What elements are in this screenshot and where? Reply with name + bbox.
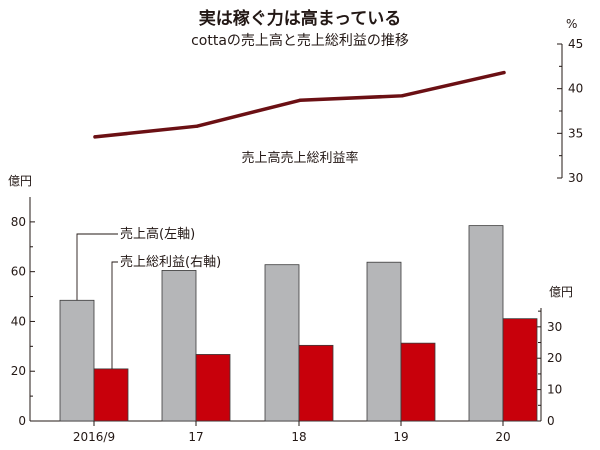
right-axis-unit: 億円	[549, 285, 573, 299]
right-axis-tick-label: 30	[547, 320, 562, 334]
revenue-bar	[161, 270, 197, 422]
left-axis-tick-label: 60	[11, 265, 26, 279]
margin-axis-tick-label: 30	[568, 171, 583, 185]
revenue-series-label: 売上高(左軸)	[120, 226, 195, 242]
revenue-callout-leader	[76, 233, 118, 301]
margin-data-point	[298, 98, 302, 102]
left-axis-tick-label: 20	[11, 364, 26, 378]
margin-axis-tick-label: 45	[568, 37, 583, 51]
margin-axis-tick-label: 40	[568, 82, 583, 96]
margin-axis-tick-label: 35	[568, 126, 583, 140]
left-axis-tick-label: 80	[11, 215, 26, 229]
margin-series-label: 売上高売上総利益率	[241, 150, 358, 166]
chart-title: 実は稼ぐ力は高まっている	[199, 8, 401, 29]
x-axis-tick-label: 20	[495, 430, 510, 444]
right-axis-tick-label: 0	[547, 414, 555, 428]
x-axis-tick-label: 2016/9	[73, 430, 115, 444]
margin-data-point	[93, 135, 97, 139]
margin-series-line	[93, 70, 506, 139]
gross-profit-bar	[400, 342, 436, 422]
gross-profit-bar	[502, 318, 538, 422]
x-axis-tick-label: 18	[291, 430, 306, 444]
revenue-bar	[264, 264, 300, 422]
gross-profit-callout-leader	[111, 261, 118, 369]
left-axis-tick-label: 40	[11, 314, 26, 328]
chart-subtitle: cottaの売上高と売上総利益の推移	[191, 32, 409, 49]
revenue-bar	[59, 299, 95, 422]
gross-margin-line-chart: 30 35 40 45% 売上高売上総利益率	[93, 17, 583, 185]
revenue-bar	[366, 261, 402, 422]
right-axis-tick-label: 20	[547, 351, 562, 365]
margin-data-point	[195, 124, 199, 128]
left-axis-unit: 億円	[8, 174, 32, 188]
gross-profit-series-label: 売上総利益(右軸)	[120, 254, 221, 270]
margin-axis-unit: %	[566, 17, 577, 31]
x-axis-tick-label: 17	[188, 430, 203, 444]
x-axis-tick-label: 19	[393, 430, 408, 444]
gross-profit-bar	[195, 354, 231, 422]
right-axis-tick-label: 10	[547, 383, 562, 397]
left-axis-tick-label: 0	[18, 414, 26, 428]
gross-profit-bar	[93, 368, 129, 422]
gross-profit-bar	[298, 344, 334, 422]
margin-data-point	[502, 70, 506, 75]
margin-data-point	[400, 94, 404, 98]
revenue-bar	[468, 225, 504, 422]
